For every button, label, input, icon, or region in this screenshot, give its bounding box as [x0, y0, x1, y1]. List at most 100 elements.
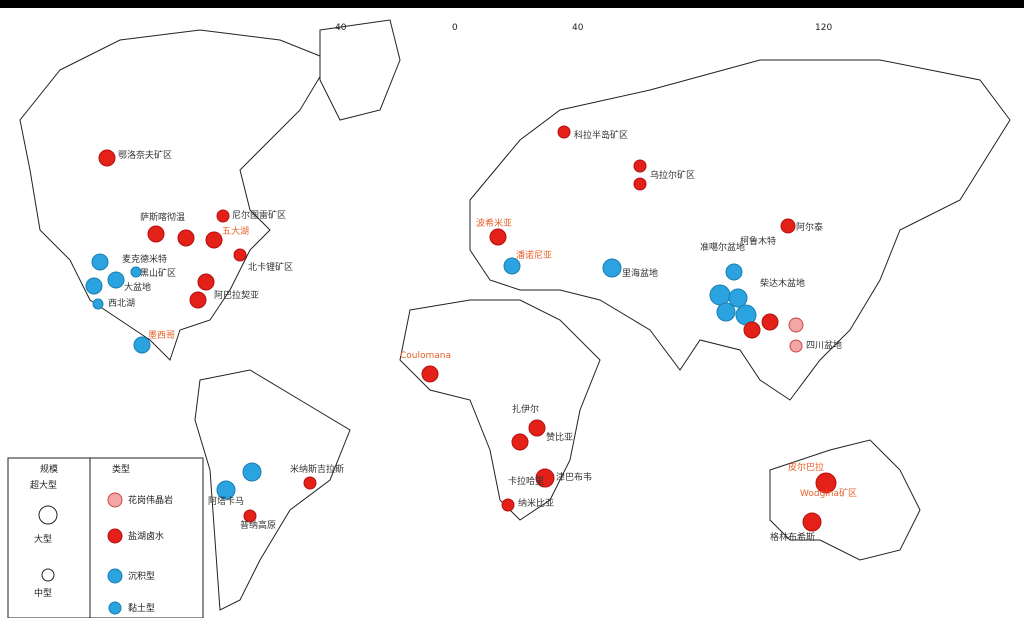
- north-america: [19, 29, 331, 361]
- marker: [242, 462, 262, 482]
- deposit-label: 米纳斯吉拉斯: [290, 463, 344, 475]
- deposit-label: 墨西哥: [148, 330, 175, 341]
- marker: [216, 209, 230, 223]
- deposit-labels: 鄂洛奈夫矿区 尼尔图雷矿区 五大湖 萨斯喀彻温 麦克德米特 黑山矿区 大盆地 西…: [108, 129, 857, 543]
- legend-symbol: [107, 568, 123, 584]
- marker: [802, 512, 822, 532]
- deposit-label: 四川盆地: [806, 339, 842, 351]
- eurasia: [469, 59, 1011, 401]
- marker: [177, 229, 195, 247]
- legend-title: 规模: [40, 464, 58, 475]
- marker: [233, 248, 247, 262]
- deposit-label: 赞比亚: [546, 431, 573, 443]
- longitude-label: 40: [335, 23, 347, 33]
- marker: [205, 231, 223, 249]
- deposit-label: 麦克德米特: [122, 253, 167, 265]
- marker: [98, 149, 116, 167]
- deposit-label: 鄂洛奈夫矿区: [118, 149, 172, 161]
- marker: [528, 419, 546, 437]
- deposit-label: 柴达木盆地: [760, 277, 805, 289]
- greenland: [319, 19, 401, 121]
- marker: [602, 258, 622, 278]
- top-bar: [0, 0, 1024, 8]
- marker: [92, 298, 104, 310]
- marker: [147, 225, 165, 243]
- deposit-label: 皮尔巴拉: [788, 461, 824, 473]
- marker: [85, 277, 103, 295]
- deposit-label: 大盆地: [124, 281, 151, 293]
- marker: [633, 177, 647, 191]
- marker: [743, 321, 761, 339]
- marker: [709, 284, 731, 306]
- marker: [716, 302, 736, 322]
- africa: [399, 299, 601, 521]
- legend-symbol: [41, 568, 55, 582]
- marker: [815, 472, 837, 494]
- legend-box: [7, 457, 204, 618]
- marker: [197, 273, 215, 291]
- longitude-label: 40: [572, 23, 584, 33]
- legend-item: 大型: [34, 533, 52, 545]
- deposit-label: 乌拉尔矿区: [650, 169, 695, 181]
- legend-item: 盐湖卤水: [128, 530, 164, 542]
- deposit-label: 萨斯喀彻温: [140, 211, 185, 223]
- deposit-label: 阿尔泰: [796, 221, 823, 233]
- deposit-label: 科拉半岛矿区: [574, 129, 628, 141]
- marker: [780, 218, 796, 234]
- marker: [557, 125, 571, 139]
- deposit-label: Wodgina矿区: [800, 487, 857, 499]
- marker: [761, 313, 779, 331]
- legend-title: 类型: [112, 463, 130, 475]
- marker: [489, 228, 507, 246]
- deposit-label: 五大湖: [222, 225, 249, 237]
- deposit-label: 北卡锂矿区: [248, 261, 293, 273]
- longitude-label: 0: [452, 23, 458, 33]
- deposit-label: 扎伊尔: [512, 403, 539, 415]
- deposit-label: 黑山矿区: [140, 267, 176, 279]
- deposit-markers: [85, 125, 837, 532]
- deposit-label: 格林布希斯: [770, 531, 815, 543]
- marker: [107, 271, 125, 289]
- deposit-label: 尼尔图雷矿区: [232, 209, 286, 221]
- marker: [728, 288, 748, 308]
- longitude-label: 120: [815, 23, 832, 33]
- legend-symbol: [38, 505, 58, 525]
- marker: [133, 336, 151, 354]
- legend-symbol: [108, 601, 122, 615]
- deposit-label: 普纳高原: [240, 519, 276, 531]
- marker: [216, 480, 236, 500]
- marker: [130, 266, 142, 278]
- legend-symbol: [107, 528, 123, 544]
- deposit-label: 阿塔卡马: [208, 495, 244, 507]
- legend-symbol: [107, 492, 123, 508]
- legend-item: 沉积型: [128, 570, 155, 582]
- marker: [189, 291, 207, 309]
- legend-item: 黏土型: [128, 602, 155, 614]
- marker: [511, 433, 529, 451]
- marker: [303, 476, 317, 490]
- deposit-label: 准噶尔盆地: [700, 241, 745, 253]
- deposit-label: 津巴布韦: [556, 471, 592, 483]
- deposit-label: 里海盆地: [622, 267, 658, 279]
- marker: [503, 257, 521, 275]
- deposit-label: 西北湖: [108, 298, 135, 309]
- marker: [535, 468, 555, 488]
- deposit-label: 波希米亚: [476, 217, 512, 229]
- legend: 规模 超大型 大型 中型 类型 花岗伟晶岩 盐湖卤水 沉积型 黏土型: [7, 457, 204, 618]
- marker: [421, 365, 439, 383]
- marker: [633, 159, 647, 173]
- deposit-label: 纳米比亚: [518, 497, 554, 509]
- legend-item: 超大型: [30, 479, 57, 491]
- legend-item: 花岗伟晶岩: [128, 494, 173, 506]
- south-america: [194, 369, 351, 611]
- deposit-label: 柯鲁木特: [740, 235, 776, 247]
- deposit-label: Coulomana: [400, 351, 451, 361]
- marker: [91, 253, 109, 271]
- longitude-labels: 40 0 40 120: [335, 23, 832, 33]
- deposit-label: 阿巴拉契亚: [214, 289, 259, 301]
- marker: [788, 317, 804, 333]
- marker: [789, 339, 803, 353]
- marker: [243, 509, 257, 523]
- deposit-label: 卡拉哈里: [508, 475, 544, 487]
